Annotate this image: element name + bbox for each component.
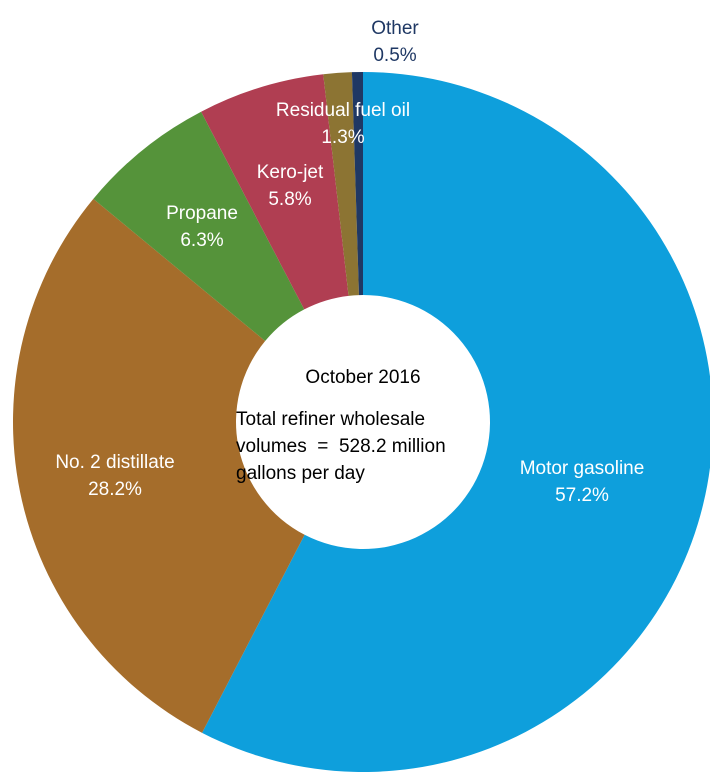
slices-group	[13, 72, 710, 772]
slice-label-0: Motor gasoline	[520, 458, 645, 479]
slice-motor-gasoline	[202, 72, 710, 772]
slice-value-0: 57.2%	[555, 485, 609, 506]
center-line-3: gallons per day	[236, 463, 365, 484]
center-text-group: October 2016 Total refiner wholesale vol…	[236, 367, 446, 484]
slice-value-1: 28.2%	[88, 479, 142, 500]
slice-propane	[93, 111, 305, 342]
other-leader-line	[356, 104, 363, 176]
slice-value-4: 1.3%	[321, 127, 364, 148]
slice-label-4: Residual fuel oil	[276, 100, 410, 121]
slice-label-3: Kero-jet	[257, 162, 324, 183]
slice-value-2: 6.3%	[180, 230, 223, 251]
labels-group: Motor gasoline 57.2% No. 2 distillate 28.2%…	[55, 18, 644, 506]
center-line-1: Total refiner wholesale	[236, 409, 425, 430]
slice-kero-jet	[201, 74, 349, 310]
slice-residual-fuel-oil	[323, 72, 359, 296]
slice-value-3: 5.8%	[268, 189, 311, 210]
center-line-2: volumes = 528.2 million	[236, 436, 446, 457]
center-title: October 2016	[305, 367, 420, 388]
slice-label-5: Other	[371, 18, 419, 39]
slice-no-2-distillate	[13, 198, 305, 733]
slice-value-5: 0.5%	[373, 45, 416, 66]
slice-label-1: No. 2 distillate	[55, 452, 174, 473]
slice-label-2: Propane	[166, 203, 238, 224]
